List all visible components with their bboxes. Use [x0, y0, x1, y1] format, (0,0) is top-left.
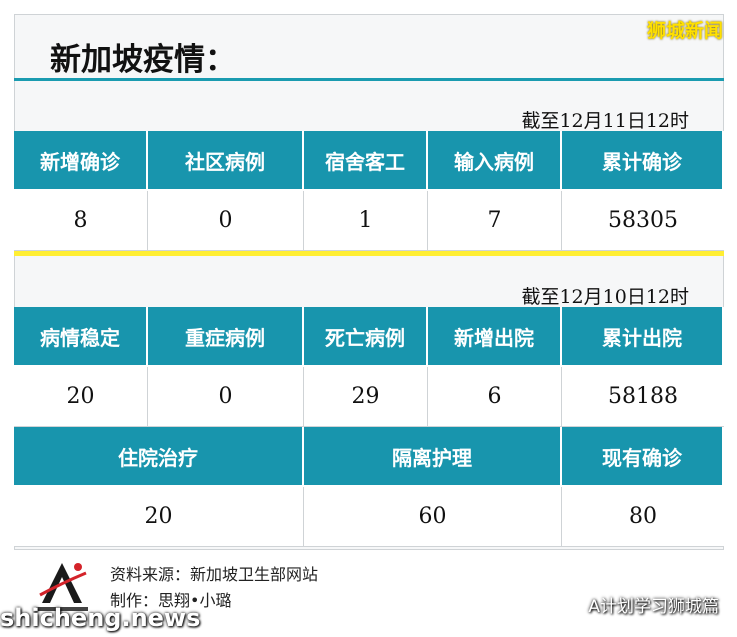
value-stable: 20	[14, 367, 148, 427]
section2-table: 病情稳定 重症病例 死亡病例 新增出院 累计出院 20 0 29 6 58188	[14, 307, 724, 427]
account-watermark: A计划学习狮城篇	[556, 592, 719, 617]
header-hospitalised: 住院治疗	[14, 427, 304, 487]
header-active-cases: 现有确诊	[562, 427, 724, 487]
value-total-discharged: 58188	[562, 367, 724, 427]
value-hospitalised: 20	[14, 487, 304, 547]
header-new-cases: 新增确诊	[14, 131, 148, 191]
value-active-cases: 80	[562, 487, 724, 547]
source-credit: 资料来源：新加坡卫生部网站	[110, 565, 319, 584]
credits: 资料来源：新加坡卫生部网站 制作：思翔•小璐	[110, 562, 318, 614]
wechat-icon	[556, 595, 582, 613]
author-credit: 制作：思翔•小璐	[110, 591, 232, 610]
header-community-cases: 社区病例	[148, 131, 304, 191]
header-dorm-workers: 宿舍客工	[304, 131, 428, 191]
header-new-discharged: 新增出院	[428, 307, 562, 367]
value-new-discharged: 6	[428, 367, 562, 427]
value-deaths: 29	[304, 367, 428, 427]
section2-date: 截至12月10日12时	[521, 286, 689, 308]
header-stable: 病情稳定	[14, 307, 148, 367]
account-name: A计划学习狮城篇	[588, 597, 719, 617]
header-deaths: 死亡病例	[304, 307, 428, 367]
header-critical: 重症病例	[148, 307, 304, 367]
value-isolation-care: 60	[304, 487, 562, 547]
value-total-confirmed: 58305	[562, 191, 724, 251]
value-community-cases: 0	[148, 191, 304, 251]
value-imported-cases: 7	[428, 191, 562, 251]
site-watermark: shicheng.news	[0, 604, 201, 632]
section1-date: 截至12月11日12时	[521, 110, 689, 132]
header-total-confirmed: 累计确诊	[562, 131, 724, 191]
value-new-cases: 8	[14, 191, 148, 251]
section-divider	[14, 251, 724, 256]
page-title: 新加坡疫情：	[50, 42, 236, 78]
value-dorm-workers: 1	[304, 191, 428, 251]
brand-tag: 狮城新闻	[646, 20, 723, 42]
section3-table: 住院治疗 隔离护理 现有确诊 20 60 80	[14, 427, 724, 547]
section1-table: 新增确诊 社区病例 宿舍客工 输入病例 累计确诊 8 0 1 7 58305	[14, 131, 724, 251]
title-underline	[14, 78, 724, 81]
header-isolation-care: 隔离护理	[304, 427, 562, 487]
header-total-discharged: 累计出院	[562, 307, 724, 367]
header-imported-cases: 输入病例	[428, 131, 562, 191]
publisher-logo-icon	[36, 563, 88, 611]
value-critical: 0	[148, 367, 304, 427]
